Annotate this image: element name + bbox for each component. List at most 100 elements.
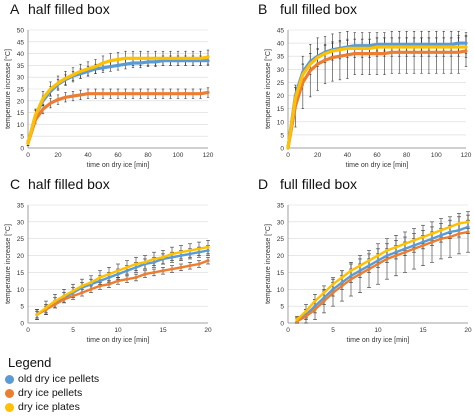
x-tick-label-c: 20: [204, 327, 212, 334]
data-point-plates: [199, 56, 202, 60]
x-tick-label-c: 10: [114, 327, 122, 334]
series-line-pellets: [26, 90, 210, 145]
data-point-pellets: [152, 270, 156, 275]
x-tick-label-b: 20: [314, 152, 322, 159]
data-point-pellets: [134, 275, 138, 280]
data-point-old-pellets: [340, 280, 344, 285]
data-point-old-pellets: [360, 44, 364, 48]
y-tick-label-c: 5: [20, 304, 24, 311]
data-point-pellets: [383, 52, 386, 55]
data-point-pellets: [434, 50, 438, 54]
data-point-old-pellets: [125, 269, 129, 273]
data-point-pellets: [367, 267, 371, 271]
panel-label-c: C: [10, 176, 20, 192]
panel-title-b: full filled box: [280, 1, 357, 17]
data-point-old-pellets: [353, 44, 357, 48]
data-point-pellets: [358, 272, 362, 276]
y-tick-label-c: 30: [17, 219, 25, 226]
data-point-plates: [109, 59, 112, 63]
data-point-pellets: [64, 95, 67, 99]
data-point-plates: [41, 97, 45, 100]
data-point-old-pellets: [176, 59, 180, 63]
data-point-old-pellets: [383, 43, 386, 46]
data-point-plates: [434, 45, 438, 49]
data-point-plates: [442, 45, 446, 49]
y-axis-label-c: temperature increase [°C]: [4, 224, 12, 304]
legend-marker-plates: [5, 403, 14, 412]
data-point-old-pellets: [116, 272, 120, 276]
data-point-old-pellets: [134, 265, 138, 269]
y-tick-label-b: 10: [277, 119, 285, 126]
y-tick-label-a: 40: [17, 51, 25, 58]
data-point-plates: [35, 312, 39, 317]
data-point-old-pellets: [376, 259, 380, 263]
y-tick-label-d: 0: [280, 321, 284, 328]
data-point-pellets: [439, 237, 443, 241]
data-point-pellets: [197, 262, 201, 266]
data-point-pellets: [206, 91, 210, 94]
data-point-old-pellets: [131, 61, 135, 65]
legend: Legend old dry ice pellets dry ice pelle…: [4, 355, 204, 415]
data-point-old-pellets: [170, 255, 174, 259]
data-point-plates: [139, 56, 142, 60]
legend-marker-old-pellets: [5, 375, 14, 384]
data-point-old-pellets: [420, 43, 423, 46]
data-point-old-pellets: [430, 237, 434, 241]
data-point-pellets: [323, 58, 327, 62]
data-point-plates: [323, 52, 327, 55]
data-point-pellets: [442, 50, 446, 54]
y-tick-label-c: 15: [17, 270, 25, 277]
data-point-plates: [131, 56, 135, 60]
data-point-pellets: [308, 69, 312, 73]
y-axis-label-d: temperature increase [°C]: [264, 224, 272, 304]
x-tick-label-a: 40: [84, 152, 92, 159]
data-point-old-pellets: [146, 60, 150, 64]
data-point-old-pellets: [427, 43, 431, 46]
data-point-plates: [412, 238, 416, 242]
x-axis-label-c: time on dry ice [min]: [87, 337, 150, 344]
data-point-pellets: [353, 52, 357, 55]
data-point-pellets: [331, 56, 334, 59]
data-point-pellets: [176, 92, 180, 96]
data-point-pellets: [375, 52, 379, 55]
y-axis-label-b: temperature increase [°C]: [264, 49, 272, 129]
data-point-pellets: [184, 92, 187, 96]
data-point-pellets: [331, 291, 335, 295]
data-point-plates: [184, 56, 187, 60]
x-tick-label-a: 120: [203, 152, 214, 159]
data-point-plates: [64, 76, 67, 80]
data-point-old-pellets: [439, 233, 443, 237]
data-point-pellets: [41, 107, 45, 111]
data-point-plates: [206, 245, 210, 249]
data-point-plates: [107, 272, 111, 276]
legend-label: dry ice pellets: [18, 387, 83, 399]
data-point-old-pellets: [358, 269, 362, 273]
data-point-old-pellets: [179, 253, 183, 258]
data-point-plates: [367, 259, 371, 263]
x-tick-label-d: 10: [374, 327, 382, 334]
data-point-old-pellets: [206, 59, 210, 63]
data-point-pellets: [94, 92, 97, 96]
y-tick-label-a: 30: [17, 75, 25, 82]
data-point-pellets: [86, 92, 90, 96]
x-tick-label-d: 0: [286, 327, 290, 334]
data-point-pellets: [412, 50, 416, 54]
data-point-pellets: [449, 50, 453, 54]
data-point-old-pellets: [107, 275, 111, 280]
y-tick-label-d: 35: [277, 203, 285, 210]
y-tick-label-d: 15: [277, 270, 285, 277]
data-point-old-pellets: [197, 250, 201, 254]
data-point-plates: [412, 45, 416, 49]
data-point-old-pellets: [124, 62, 127, 66]
data-point-old-pellets: [412, 243, 416, 248]
y-tick-label-d: 20: [277, 253, 285, 260]
data-point-plates: [464, 45, 468, 49]
data-point-plates: [390, 45, 394, 49]
x-tick-label-a: 100: [173, 152, 184, 159]
panel-title-a: half filled box: [28, 1, 110, 17]
data-point-old-pellets: [331, 287, 335, 291]
x-tick-label-b: 100: [431, 152, 442, 159]
data-point-plates: [394, 245, 398, 249]
legend-marker-pellets: [5, 389, 14, 398]
